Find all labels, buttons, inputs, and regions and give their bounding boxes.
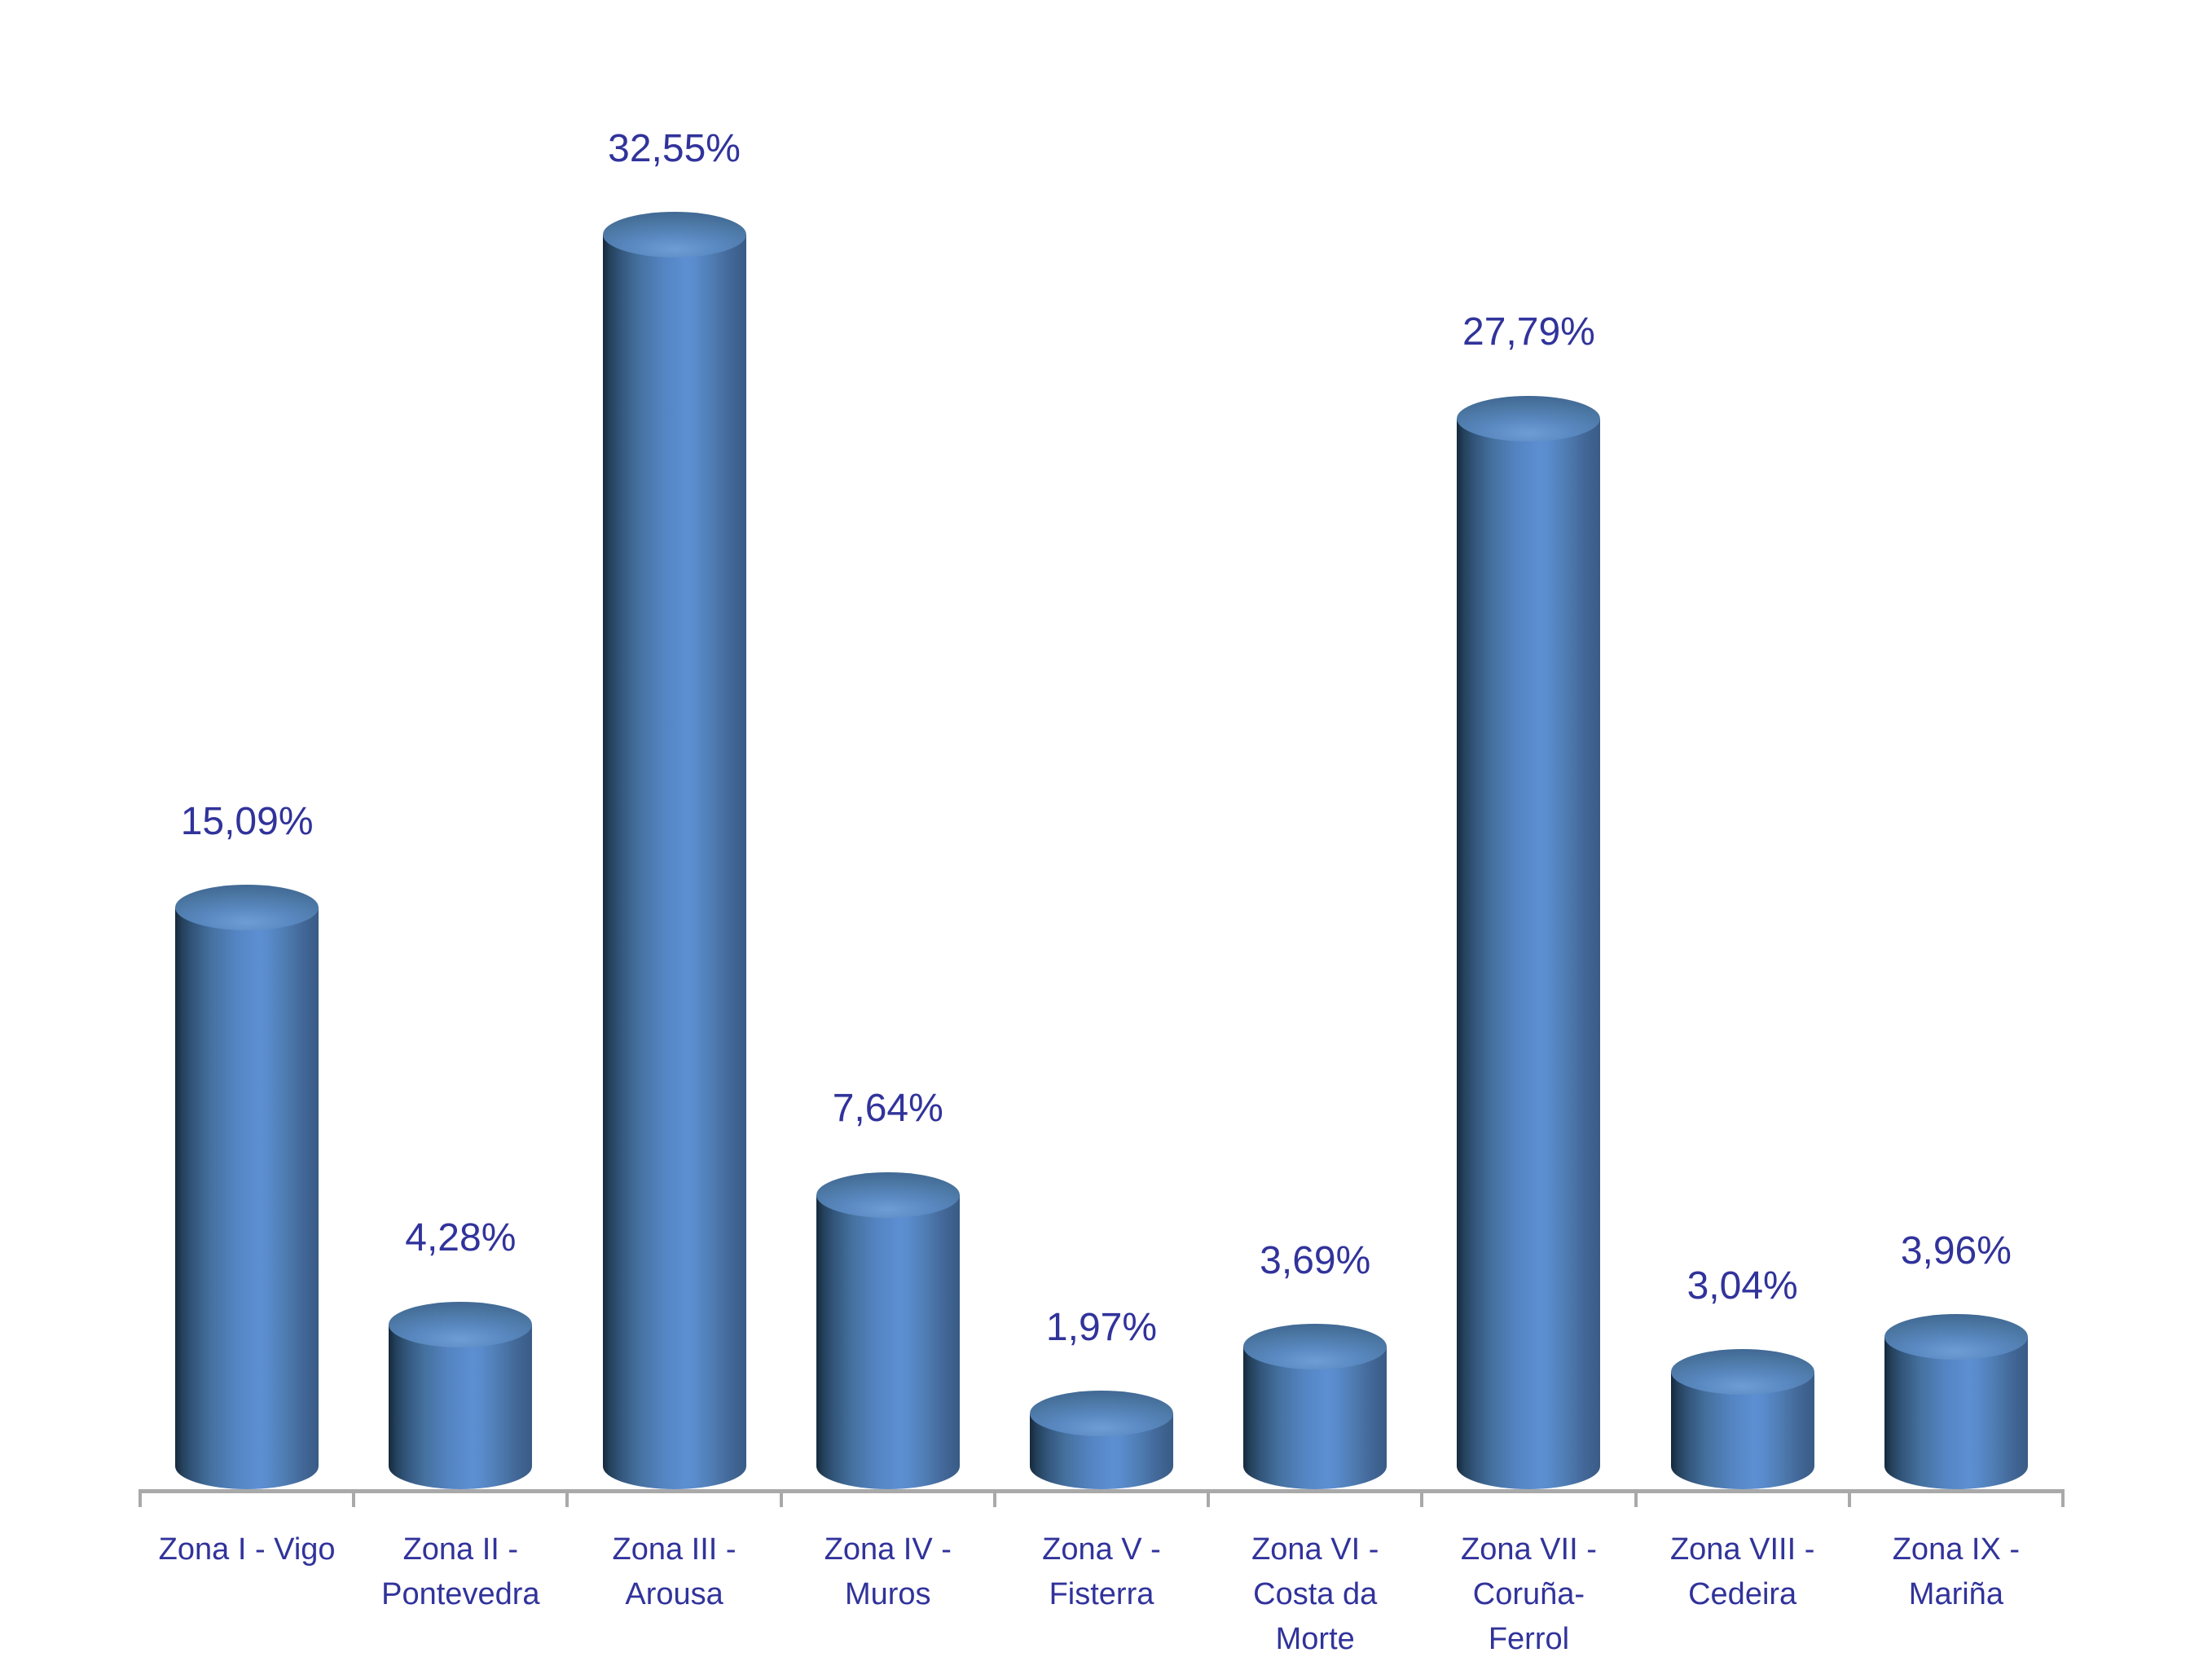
bar-cylinder-zona-iii-arousa — [602, 212, 746, 1489]
bar-cylinder-zona-i-vigo — [175, 885, 319, 1489]
bar-top-cap — [1457, 395, 1601, 442]
bar-cylinder-zona-iv-muros — [816, 1171, 960, 1489]
x-axis-tick — [1634, 1489, 1638, 1507]
bar-top-cap — [175, 885, 319, 931]
bar-top-cap — [602, 212, 746, 258]
bar-top-cap — [1884, 1313, 2028, 1360]
bar-body — [175, 908, 319, 1489]
bar-top-cap — [1243, 1324, 1387, 1370]
category-label: Zona VI - Costa da Morte — [1251, 1532, 1379, 1657]
x-axis-tick — [1420, 1489, 1424, 1507]
bar-cylinder-zona-viii-cedeira — [1670, 1349, 1814, 1489]
value-label: 3,96% — [1900, 1228, 2012, 1272]
value-label: 3,04% — [1686, 1264, 1798, 1308]
value-label: 27,79% — [1462, 310, 1595, 354]
x-axis-tick — [352, 1489, 356, 1507]
category-label: Zona I - Vigo — [158, 1532, 336, 1567]
bar-body — [1243, 1347, 1387, 1489]
bar-body — [816, 1194, 960, 1489]
bar-top-cap — [1670, 1349, 1814, 1396]
category-label: Zona III - Arousa — [612, 1532, 737, 1612]
category-slot-zona-vi-costa-da-morte: 3,69% Zona VI - Costa da Morte — [1208, 0, 1422, 1679]
bar-body — [1884, 1336, 2028, 1489]
category-label: Zona II - Pontevedra — [381, 1532, 540, 1612]
value-label: 32,55% — [608, 127, 741, 171]
value-label: 4,28% — [405, 1216, 517, 1260]
x-axis-tick — [2061, 1489, 2065, 1507]
category-slot-zona-viii-cedeira: 3,04% Zona VIII - Cedeira — [1636, 0, 1849, 1679]
bar-cylinder-zona-vi-costa-da-morte — [1243, 1324, 1387, 1489]
category-label: Zona VIII - Cedeira — [1669, 1532, 1815, 1612]
value-label: 1,97% — [1045, 1305, 1158, 1349]
bar-body — [389, 1324, 533, 1489]
bar-cylinder-zona-ix-mari-a — [1884, 1313, 2028, 1489]
category-slot-zona-i-vigo: 15,09% Zona I - Vigo — [140, 0, 354, 1679]
category-label: Zona VII - Coruña- Ferrol — [1461, 1532, 1597, 1657]
bar-body — [602, 235, 746, 1489]
x-axis-tick — [992, 1489, 996, 1507]
x-axis-tick — [1207, 1489, 1211, 1507]
category-label: Zona IX - Mariña — [1892, 1532, 2021, 1612]
bar-top-cap — [1029, 1390, 1173, 1436]
value-label: 3,69% — [1260, 1239, 1371, 1283]
category-slot-zona-iv-muros: 7,64% Zona IV - Muros — [781, 0, 995, 1679]
x-axis-tick — [565, 1489, 569, 1507]
bar-top-cap — [816, 1171, 960, 1218]
category-slot-zona-v-fisterra: 1,97% Zona V - Fisterra — [995, 0, 1208, 1679]
bar-cylinder-zona-ii-pontevedra — [389, 1301, 533, 1489]
bar-cylinder-zona-vii-coru-a-ferrol — [1457, 395, 1601, 1489]
value-label: 7,64% — [832, 1087, 943, 1131]
bar-body — [1457, 418, 1601, 1489]
bar-top-cap — [389, 1301, 533, 1347]
category-slot-zona-ix-mari-a: 3,96% Zona IX - Mariña — [1849, 0, 2063, 1679]
category-slot-zona-vii-coru-a-ferrol: 27,79% Zona VII - Coruña- Ferrol — [1422, 0, 1635, 1679]
x-axis-tick — [779, 1489, 783, 1507]
category-label: Zona IV - Muros — [824, 1532, 952, 1612]
category-label: Zona V - Fisterra — [1042, 1532, 1161, 1612]
value-label: 15,09% — [180, 800, 314, 844]
category-slot-zona-ii-pontevedra: 4,28% Zona II - Pontevedra — [354, 0, 567, 1679]
x-axis-tick — [1847, 1489, 1851, 1507]
x-axis-tick — [139, 1489, 142, 1507]
bar-cylinder-zona-v-fisterra — [1029, 1390, 1173, 1489]
category-slot-zona-iii-arousa: 32,55% Zona III - Arousa — [567, 0, 781, 1679]
x-axis-line — [140, 1489, 2063, 1493]
